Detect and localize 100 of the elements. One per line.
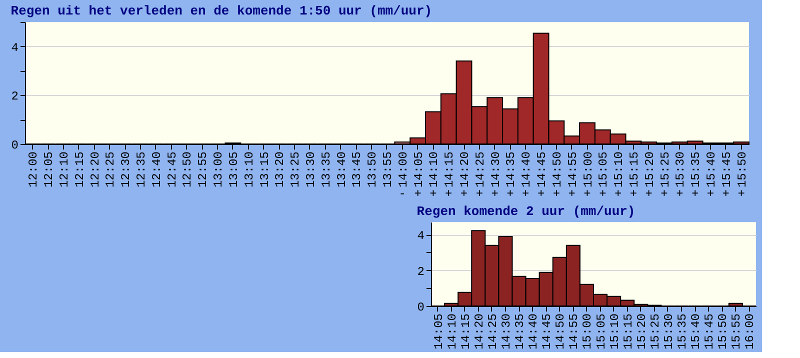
- text: +: [476, 187, 484, 201]
- text: +: [430, 187, 437, 201]
- x-tick-label: 12:45: [165, 152, 180, 188]
- x-tick-label: 14:10: [445, 314, 460, 350]
- x-tick-label: 13:00: [212, 152, 226, 188]
- x-tick-label: 14:30: [488, 152, 503, 188]
- x-tick-label: 14:50: [554, 314, 568, 350]
- y-tick-label: 2: [417, 264, 424, 279]
- x-tick-label: 14:50: [550, 152, 564, 188]
- x-tick-label: 14:30: [499, 314, 514, 350]
- text: +: [584, 187, 591, 201]
- text: +: [722, 187, 730, 201]
- x-tick-label: 14:40: [526, 314, 541, 350]
- x-tick-label: 13:15: [258, 152, 272, 188]
- chart-title: Regen uit het verleden en de komende 1:50 uur (mm/uur): [10, 4, 432, 18]
- x-tick-label: 14:45: [540, 314, 554, 350]
- x-tick-label: 14:20: [458, 152, 472, 188]
- text: +: [738, 187, 745, 201]
- text: +: [676, 187, 684, 201]
- x-tick-label: 13:25: [288, 152, 303, 188]
- x-tick-label: 12:05: [42, 152, 56, 188]
- x-tick-label: 13:10: [242, 152, 256, 188]
- x-tick-label: 15:35: [689, 152, 704, 188]
- text: +: [414, 187, 422, 201]
- text: +: [552, 187, 560, 201]
- text: +: [614, 187, 622, 201]
- x-tick-label: 15:15: [627, 152, 642, 188]
- chart-title: Regen komende 2 uur (mm/uur): [416, 204, 636, 219]
- text: +: [506, 187, 514, 201]
- x-tick-label: 15:25: [648, 314, 662, 350]
- x-tick-label: 14:15: [458, 314, 473, 350]
- x-tick-label: 15:35: [676, 314, 690, 350]
- x-tick-label: 13:50: [366, 152, 380, 188]
- x-tick-label: 14:00: [396, 152, 410, 188]
- x-tick-label: 14:40: [520, 152, 534, 188]
- x-tick-label: 15:10: [612, 152, 626, 188]
- x-tick-label: 13:30: [304, 152, 318, 188]
- x-tick-label: 15:45: [702, 314, 717, 350]
- text: +: [568, 187, 576, 201]
- x-tick-label: 14:25: [473, 152, 488, 188]
- x-tick-label: 15:50: [716, 314, 730, 350]
- text: +: [460, 187, 468, 201]
- x-tick-label: 12:55: [196, 152, 210, 188]
- x-tick-label: 12:25: [104, 152, 118, 188]
- x-tick-label: 15:25: [658, 152, 672, 188]
- text: +: [522, 187, 530, 201]
- x-tick-label: 15:05: [594, 314, 608, 350]
- x-tick-label: 14:55: [567, 314, 582, 350]
- x-tick-label: 14:20: [472, 314, 486, 350]
- text: +: [660, 187, 668, 201]
- x-tick-label: 12:00: [26, 152, 41, 188]
- x-tick-label: 15:45: [720, 152, 734, 188]
- x-tick-label: 15:00: [580, 314, 595, 350]
- x-tick-label: 13:20: [273, 152, 288, 188]
- x-tick-label: 12:35: [134, 152, 149, 188]
- x-tick-label: 15:10: [608, 314, 622, 350]
- x-tick-label: 13:55: [381, 152, 395, 188]
- x-tick-label: 13:40: [334, 152, 349, 188]
- y-tick-label: 0: [11, 138, 18, 152]
- x-tick-label: 14:55: [566, 152, 580, 188]
- x-tick-label: 15:50: [735, 152, 750, 188]
- x-tick-label: 16:00: [743, 314, 758, 350]
- x-tick-label: 12:15: [72, 152, 87, 188]
- x-tick-label: 14:15: [442, 152, 457, 188]
- x-tick-label: 15:40: [689, 314, 704, 350]
- y-tick-label: 0: [417, 300, 424, 314]
- x-tick-label: 14:25: [486, 314, 500, 350]
- y-tick-label: 4: [417, 229, 424, 244]
- text: +: [599, 187, 606, 201]
- x-tick-label: 13:45: [350, 152, 364, 188]
- y-tick-label: 4: [11, 40, 18, 55]
- x-tick-label: 15:00: [581, 152, 596, 188]
- x-tick-label: 15:55: [730, 314, 744, 350]
- x-tick-label: 12:40: [150, 152, 164, 188]
- x-tick-label: 15:20: [642, 152, 657, 188]
- x-tick-label: 15:30: [674, 152, 688, 188]
- x-tick-label: 12:30: [119, 152, 134, 188]
- x-tick-label: 12:50: [180, 152, 195, 188]
- x-tick-label: 15:30: [662, 314, 676, 350]
- x-tick-label: 15:05: [596, 152, 611, 188]
- x-tick-label: 14:10: [427, 152, 442, 188]
- x-tick-label: 14:05: [412, 152, 426, 188]
- text: +: [630, 187, 638, 201]
- text: +: [445, 187, 452, 201]
- text: +: [491, 187, 498, 201]
- x-tick-label: 13:05: [226, 152, 241, 188]
- x-tick-label: 12:10: [58, 152, 72, 188]
- x-tick-label: 14:35: [513, 314, 528, 350]
- x-tick-label: 15:40: [704, 152, 718, 188]
- text: +: [645, 187, 652, 201]
- text: -: [398, 187, 406, 201]
- x-tick-label: 14:05: [432, 314, 446, 350]
- text: +: [706, 187, 714, 201]
- x-tick-label: 12:20: [88, 152, 102, 188]
- x-tick-label: 14:45: [535, 152, 550, 188]
- text: +: [537, 187, 545, 201]
- y-tick-label: 2: [11, 90, 18, 104]
- x-tick-label: 13:35: [319, 152, 334, 188]
- text: +: [691, 187, 699, 201]
- x-tick-label: 15:20: [634, 314, 649, 350]
